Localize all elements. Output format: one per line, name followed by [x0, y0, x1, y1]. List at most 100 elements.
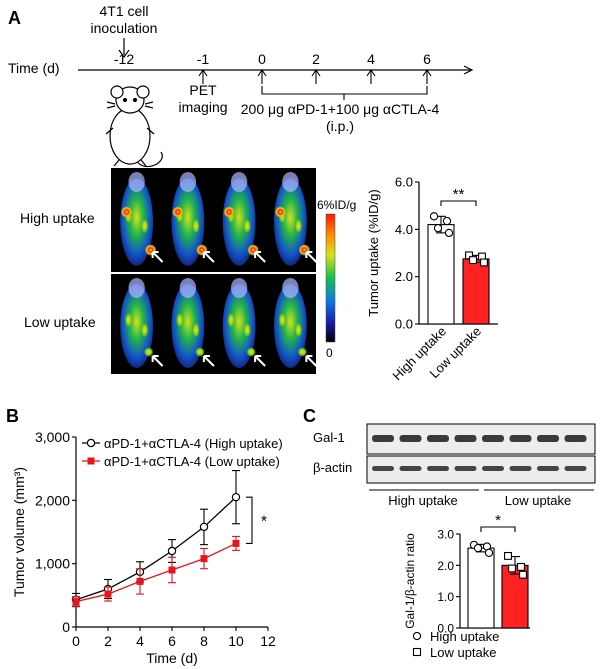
- svg-text:4T1 cell: 4T1 cell: [99, 3, 148, 19]
- bar-0: [467, 547, 495, 629]
- y-tick-label: 4.0: [395, 222, 413, 237]
- timeline-up-arrow-head: [257, 69, 267, 77]
- x-tick-label: 4: [136, 633, 144, 649]
- series-line-1: [75, 542, 237, 603]
- legend-label: αPD-1+αCTLA-4 (Low uptake): [104, 454, 280, 469]
- x-tick-label: 6: [168, 633, 176, 649]
- mouse-pet-head: [282, 278, 299, 298]
- data-point: [508, 564, 516, 573]
- y-tick-label: 2,000: [35, 492, 70, 508]
- mouse-pet-signal: [273, 178, 307, 266]
- mouse-pet-hotspot: [274, 206, 287, 218]
- western-group-low: Low uptake: [505, 493, 572, 508]
- data-point: [232, 539, 240, 547]
- timeline-up-arrow-head: [366, 69, 376, 77]
- data-point: [199, 522, 209, 532]
- pet-colorbar: [325, 213, 336, 343]
- gal1-band: [482, 435, 504, 442]
- actin-band: [372, 466, 394, 471]
- y-axis-label: Tumor uptake (%ID/g): [366, 189, 381, 316]
- western-row-label-gal1: Gal-1: [313, 430, 345, 445]
- mouse-pet-signal: [120, 178, 154, 266]
- x-axis-label: Time (d): [146, 650, 198, 666]
- timeline-tick-label: -12: [114, 51, 134, 67]
- legend-marker: [412, 647, 422, 657]
- mouse-pet-organ: [191, 218, 200, 234]
- pet-colorbar-max-label: 6%ID/g: [317, 198, 356, 212]
- y-tick-label: 3,000: [35, 429, 70, 445]
- significance-bracket: [480, 526, 516, 532]
- actin-band: [427, 466, 449, 471]
- gal1-bands: [372, 435, 587, 442]
- gal1-band: [427, 435, 449, 442]
- mouse-pet-hotspot: [223, 206, 236, 218]
- actin-band: [564, 466, 587, 471]
- mouse-pet-head: [230, 278, 248, 298]
- tumor-arrow: [254, 251, 266, 263]
- mouse-pet-organ: [191, 322, 200, 338]
- panel-label-b: B: [6, 406, 19, 426]
- timeline-tick-label: 2: [312, 51, 320, 67]
- y-tick-label: 6.0: [395, 175, 413, 190]
- mouse-pet-head: [128, 278, 145, 298]
- svg-text:inoculation: inoculation: [91, 20, 158, 36]
- tumor-arrow: [151, 355, 164, 367]
- mouse-illustration: [105, 85, 163, 168]
- data-point: [167, 546, 177, 556]
- mouse-pet-organ: [243, 322, 252, 338]
- legend-label: Low uptake: [430, 645, 497, 660]
- x-tick-label: 10: [228, 633, 244, 649]
- data-point: [168, 566, 176, 574]
- mouse-pet-head: [230, 172, 248, 192]
- data-point: [519, 570, 527, 579]
- y-tick-label: 1,000: [35, 556, 70, 572]
- bar-0: [427, 224, 455, 325]
- data-point: [136, 577, 144, 585]
- timeline-tick-label: 0: [258, 51, 266, 67]
- y-tick-label: 0.0: [437, 622, 454, 636]
- legend-label: High uptake: [430, 629, 499, 644]
- data-point: [433, 223, 443, 233]
- mouse-pet-organ: [140, 322, 149, 338]
- actin-band: [454, 466, 477, 471]
- mouse-pet-organ: [140, 218, 149, 234]
- tumor-arrow: [254, 355, 266, 367]
- mouse-pet-organ: [175, 312, 184, 328]
- timeline-up-arrow-head: [198, 69, 208, 77]
- svg-text:imaging: imaging: [178, 99, 227, 115]
- mouse-pet-signal: [222, 178, 256, 266]
- gal1-band: [537, 435, 559, 442]
- gal1-band: [399, 435, 422, 442]
- mouse-pet-hotspot: [246, 347, 257, 357]
- mouse-pet-hotspot: [297, 347, 308, 357]
- actin-band: [509, 466, 532, 471]
- y-tick-label: 0.0: [395, 317, 413, 332]
- gal1-band: [564, 435, 587, 442]
- legend-label: αPD-1+αCTLA-4 (High uptake): [104, 436, 283, 451]
- actin-band: [537, 466, 559, 471]
- svg-text:PET: PET: [189, 82, 217, 98]
- timeline-tick-label: 6: [423, 51, 431, 67]
- data-point: [429, 212, 439, 221]
- western-row-label-actin: β-actin: [313, 460, 352, 475]
- legend-marker: [412, 631, 422, 641]
- mouse-pet-organ: [124, 312, 133, 328]
- data-point: [442, 216, 452, 226]
- mouse-pet-organ: [243, 218, 252, 234]
- timeline-axis-label: Time (d): [8, 60, 60, 76]
- data-point: [469, 256, 477, 265]
- timeline-axis: [78, 65, 474, 75]
- mouse-pet-hotspot: [171, 206, 184, 218]
- data-point: [480, 258, 488, 267]
- pet-imaging-label: PET imaging: [178, 82, 227, 115]
- timeline-down-arrow: [118, 38, 130, 59]
- panel-label-c: C: [303, 406, 316, 426]
- tumor-arrow: [202, 251, 215, 263]
- mouse-pet-signal: [171, 284, 205, 368]
- legend-marker: [86, 438, 96, 448]
- y-axis-label: Tumor volume (mm³): [11, 467, 27, 597]
- mouse-pet-organ: [294, 218, 303, 234]
- mouse-pet-signal: [171, 178, 205, 266]
- y-axis-label: Gal-1/β-actin ratio: [403, 533, 417, 629]
